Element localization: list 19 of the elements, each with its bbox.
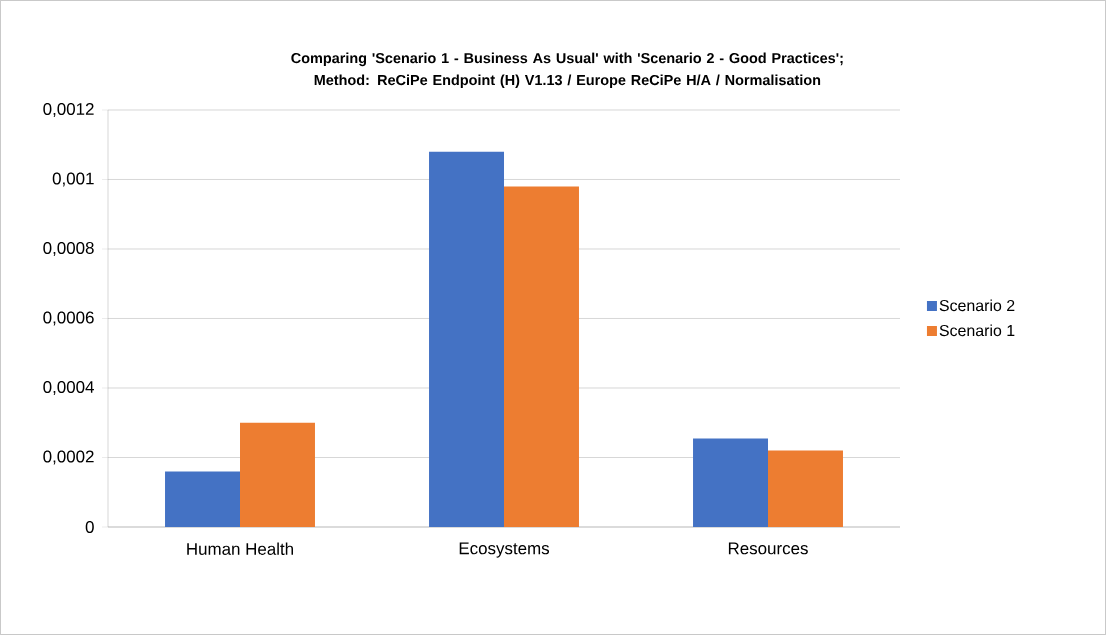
bar (240, 422, 315, 527)
bar (768, 450, 843, 527)
x-tick-label: Resources (728, 542, 808, 555)
chart-title: Comparing 'Scenario 1 - Business As Usual' with 'Scenario 2 - Good Practices'; Method: ReCiPe Endpoint (H) V1.13 / Europe ReCiPe H/A / Normalisation (291, 52, 843, 88)
y-tick-label: 0,001 (52, 172, 94, 187)
y-tick-label: 0,0006 (43, 311, 94, 326)
y-tick-label: 0,0004 (43, 381, 94, 395)
bar (429, 151, 504, 527)
y-tick-label: 0 (85, 521, 94, 533)
legend-label: Scenario 2 (939, 299, 1015, 312)
bar (693, 438, 768, 527)
bar (165, 471, 240, 527)
x-tick-label: Human Health (187, 542, 293, 555)
y-tick-label: 0,0008 (43, 242, 94, 256)
legend-label: Scenario 1 (939, 324, 1015, 337)
y-tick-label: 0,0012 (43, 103, 94, 117)
y-tick-label: 0,0002 (43, 450, 94, 465)
x-tick-label: Ecosystems (459, 542, 550, 558)
bar (504, 186, 579, 527)
